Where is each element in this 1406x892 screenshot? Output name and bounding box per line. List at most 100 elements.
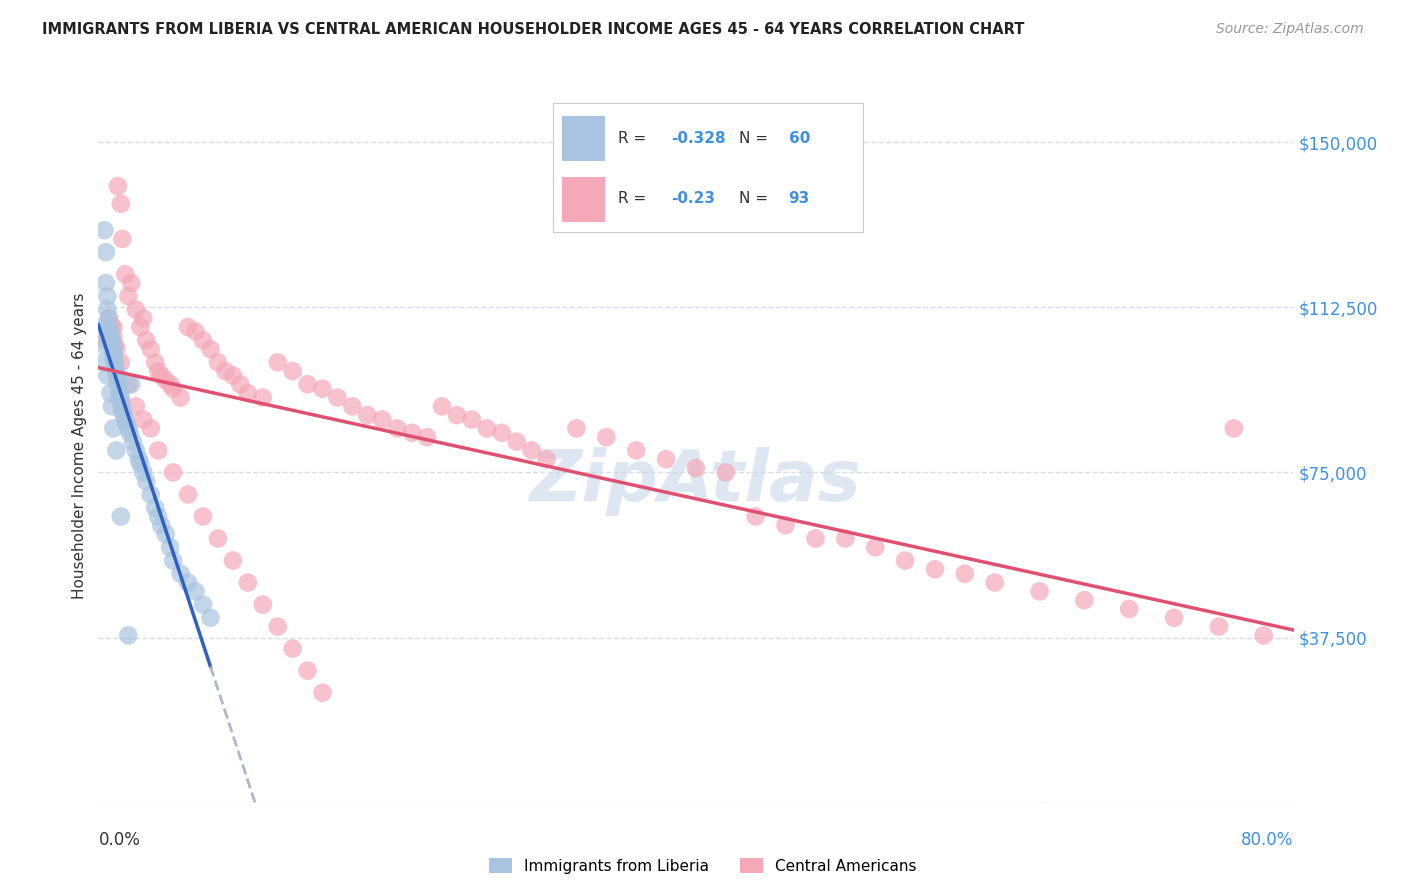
Point (924, 562, 946, 576)
Point (108, 386, 131, 401)
Point (93, 355, 115, 369)
Point (1223, 421, 1246, 435)
Point (475, 421, 498, 435)
Point (162, 466, 184, 480)
Point (1028, 584, 1050, 599)
Point (214, 364, 236, 378)
Point (97, 311, 120, 326)
Point (236, 575, 259, 590)
Point (267, 355, 290, 369)
Point (281, 364, 304, 378)
Point (200, 342, 222, 356)
Point (177, 575, 200, 590)
Point (281, 641, 304, 656)
Point (177, 320, 200, 334)
Point (103, 342, 125, 356)
Point (207, 355, 229, 369)
Text: 0.0%: 0.0% (98, 831, 141, 849)
Point (184, 325, 207, 339)
Point (685, 461, 707, 475)
Point (714, 466, 737, 480)
Point (1073, 593, 1095, 607)
Point (953, 566, 976, 581)
Point (114, 267, 136, 281)
Point (162, 382, 184, 396)
Point (120, 276, 142, 290)
Point (191, 509, 214, 524)
Point (101, 320, 124, 334)
Point (536, 452, 558, 467)
Text: Source: ZipAtlas.com: Source: ZipAtlas.com (1216, 22, 1364, 37)
Point (103, 351, 125, 365)
Point (385, 421, 409, 435)
Point (139, 342, 162, 356)
Point (148, 443, 170, 458)
Text: IMMIGRANTS FROM LIBERIA VS CENTRAL AMERICAN HOUSEHOLDER INCOME AGES 45 - 64 YEAR: IMMIGRANTS FROM LIBERIA VS CENTRAL AMERI… (42, 22, 1025, 37)
Point (103, 320, 125, 334)
Point (96, 289, 118, 303)
Point (446, 408, 468, 422)
Point (110, 391, 132, 405)
Point (416, 430, 439, 444)
Point (93, 223, 115, 237)
Point (311, 686, 333, 700)
Point (1208, 619, 1230, 633)
Point (159, 377, 181, 392)
Point (132, 466, 155, 480)
Point (117, 377, 139, 392)
Point (595, 430, 617, 444)
Point (222, 368, 245, 383)
Point (117, 628, 139, 642)
Point (96, 368, 118, 383)
Point (125, 400, 148, 414)
Point (491, 425, 513, 440)
Point (103, 329, 125, 343)
Point (520, 443, 543, 458)
Point (105, 368, 128, 383)
Point (108, 382, 131, 396)
Point (118, 425, 141, 440)
Point (91, 320, 114, 334)
Point (121, 434, 143, 449)
Point (110, 509, 132, 524)
Point (107, 179, 129, 194)
Point (229, 377, 252, 392)
Point (139, 487, 162, 501)
Point (129, 457, 152, 471)
Point (143, 500, 166, 515)
Point (132, 311, 155, 326)
Point (252, 391, 274, 405)
Point (155, 527, 177, 541)
Point (184, 584, 207, 599)
Point (101, 400, 124, 414)
Point (162, 553, 184, 567)
Point (128, 452, 150, 467)
Point (104, 359, 127, 374)
Point (200, 611, 222, 625)
Point (110, 355, 132, 369)
Point (98, 386, 122, 401)
Point (1253, 628, 1275, 642)
Point (91, 337, 114, 351)
Point (983, 575, 1005, 590)
Point (236, 386, 259, 401)
Point (103, 346, 125, 360)
Text: ZipAtlas: ZipAtlas (530, 447, 862, 516)
Point (114, 412, 136, 426)
Point (655, 452, 678, 467)
Point (105, 342, 128, 356)
Point (775, 518, 797, 533)
Point (94, 276, 117, 290)
Point (96, 302, 118, 317)
Point (461, 412, 484, 426)
Point (804, 532, 827, 546)
Point (112, 408, 135, 422)
Point (139, 421, 162, 435)
Point (191, 333, 214, 347)
Point (401, 425, 423, 440)
Point (148, 509, 170, 524)
Point (834, 532, 856, 546)
Point (111, 400, 134, 414)
Point (98, 325, 122, 339)
Point (94, 333, 117, 347)
